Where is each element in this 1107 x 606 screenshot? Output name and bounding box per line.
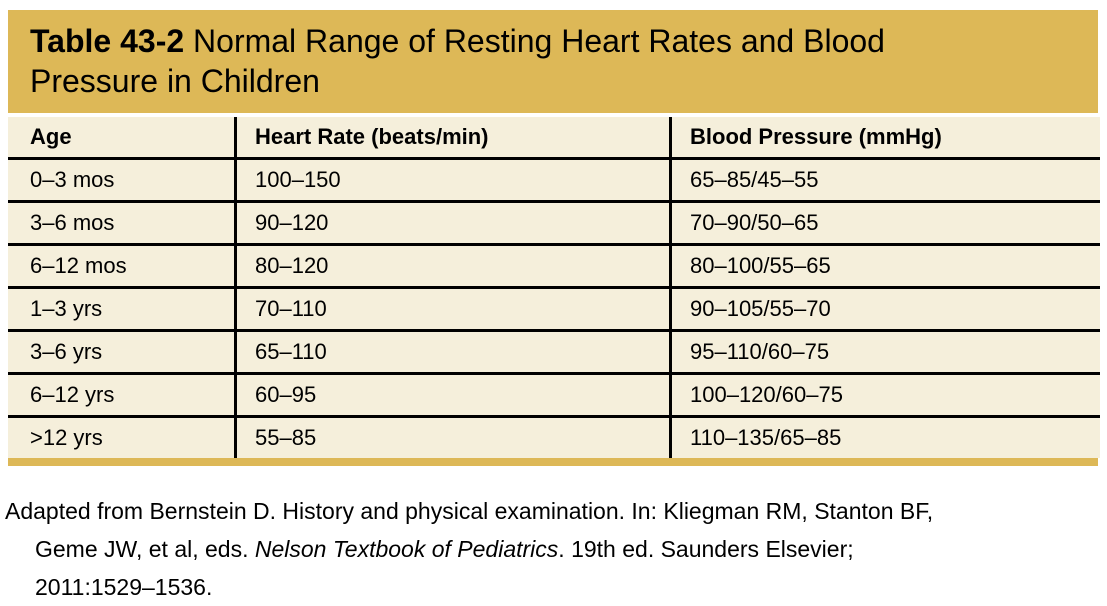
cell-heart-rate: 70–110 [234,286,671,331]
cell-heart-rate: 65–110 [234,329,671,374]
table-row: 1–3 yrs 70–110 90–105/55–70 [8,286,1100,331]
table-row: 6–12 mos 80–120 80–100/55–65 [8,243,1100,288]
footnote-line2: Geme JW, et al, eds. Nelson Textbook of … [35,536,854,562]
cell-age: 6–12 mos [8,243,236,288]
table-row: >12 yrs 55–85 110–135/65–85 [8,415,1100,458]
table-row: 6–12 yrs 60–95 100–120/60–75 [8,372,1100,417]
cell-blood-pressure: 110–135/65–85 [669,415,1100,458]
table-row: 3–6 mos 90–120 70–90/50–65 [8,200,1100,245]
table-title-banner: Table 43-2 Normal Range of Resting Heart… [8,10,1098,113]
book-title-italic: Nelson Textbook of Pediatrics [254,536,559,562]
table-title-line2: Pressure in Children [30,63,320,99]
cell-blood-pressure: 95–110/60–75 [669,329,1100,374]
cell-age: 3–6 yrs [8,329,236,374]
cell-blood-pressure: 80–100/55–65 [669,243,1100,288]
cell-blood-pressure: 100–120/60–75 [669,372,1100,417]
header-row: Age Heart Rate (beats/min) Blood Pressur… [8,117,1100,160]
cell-heart-rate: 90–120 [234,200,671,245]
cell-heart-rate: 60–95 [234,372,671,417]
cell-heart-rate: 55–85 [234,415,671,458]
cell-blood-pressure: 70–90/50–65 [669,200,1100,245]
table-bottom-rule [8,458,1098,466]
table-title-text: Normal Range of Resting Heart Rates and … [193,23,885,59]
cell-heart-rate: 80–120 [234,243,671,288]
table-row: 0–3 mos 100–150 65–85/45–55 [8,158,1100,202]
data-table-container: Age Heart Rate (beats/min) Blood Pressur… [8,117,1100,466]
cell-blood-pressure: 65–85/45–55 [669,158,1100,202]
heart-rate-bp-table: Age Heart Rate (beats/min) Blood Pressur… [8,117,1100,458]
column-header-blood-pressure: Blood Pressure (mmHg) [669,117,1100,160]
cell-age: >12 yrs [8,415,236,458]
table-title-line1: Table 43-2 Normal Range of Resting Heart… [30,21,1080,61]
column-header-heart-rate: Heart Rate (beats/min) [234,117,671,160]
footnote-line3: 2011:1529–1536. [35,574,213,600]
cell-blood-pressure: 90–105/55–70 [669,286,1100,331]
cell-age: 0–3 mos [30,167,115,192]
source-footnote: Adapted from Bernstein D. History and ph… [5,492,1090,606]
cell-heart-rate: 100–150 [234,158,671,202]
cell-age: 6–12 yrs [8,372,236,417]
column-header-age: Age [8,117,236,160]
document-page: Table 43-2 Normal Range of Resting Heart… [5,10,1100,600]
footnote-line1: Adapted from Bernstein D. History and ph… [5,498,934,524]
table-row: 3–6 yrs 65–110 95–110/60–75 [8,329,1100,374]
cell-age: 3–6 mos [8,200,236,245]
cell-age: 1–3 yrs [8,286,236,331]
table-number: Table 43-2 [30,23,185,59]
